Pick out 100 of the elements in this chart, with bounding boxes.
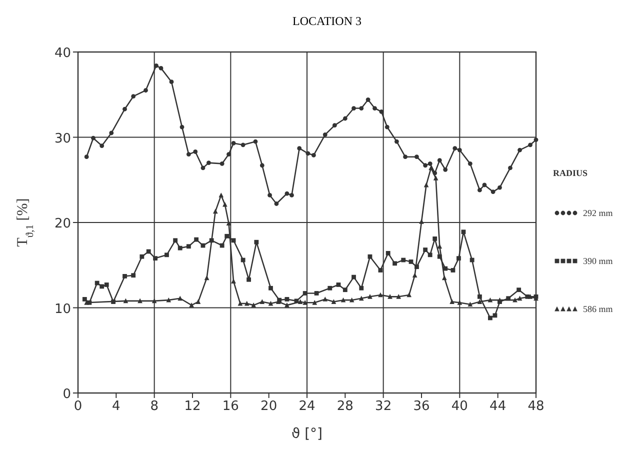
point: [470, 258, 474, 262]
point: [328, 286, 332, 290]
point: [442, 275, 447, 280]
point: [194, 237, 199, 242]
point: [312, 300, 318, 305]
point: [352, 274, 356, 280]
point: [342, 288, 348, 292]
point: [394, 139, 399, 144]
point: [528, 142, 532, 148]
point: [366, 98, 370, 102]
point: [423, 248, 428, 252]
point: [260, 299, 265, 304]
point: [478, 188, 482, 192]
point: [468, 161, 472, 166]
point: [492, 313, 498, 318]
point: [358, 296, 364, 301]
point: [306, 151, 310, 156]
point: [186, 152, 191, 156]
point: [388, 294, 392, 299]
legend-label: 292 mm: [583, 208, 613, 218]
y-tick-label: 40: [54, 46, 71, 61]
point: [253, 139, 258, 144]
point: [284, 297, 290, 302]
point: [406, 292, 412, 298]
point: [332, 123, 337, 128]
x-tick-label: 24: [298, 399, 316, 414]
point: [401, 258, 406, 262]
point: [189, 302, 194, 308]
x-tick-label: 0: [74, 399, 82, 414]
point: [528, 294, 533, 299]
point: [284, 302, 290, 308]
point: [240, 142, 246, 148]
point: [322, 296, 328, 302]
point: [152, 298, 157, 304]
point: [359, 286, 364, 290]
x-tick-label: 16: [222, 399, 239, 414]
x-tick-label: 28: [336, 399, 354, 414]
x-tick-label: 4: [112, 399, 120, 414]
point: [331, 299, 336, 304]
point: [359, 106, 364, 110]
point: [173, 238, 178, 243]
point: [82, 297, 87, 302]
point: [379, 109, 384, 114]
point: [414, 154, 419, 160]
point: [378, 268, 383, 272]
point: [104, 282, 109, 287]
point: [468, 302, 473, 307]
point: [488, 316, 492, 320]
point: [516, 288, 522, 292]
point: [158, 66, 164, 70]
point: [433, 176, 438, 180]
point: [518, 148, 522, 152]
point: [166, 297, 172, 302]
point: [477, 299, 482, 304]
point: [122, 274, 127, 278]
point: [212, 208, 218, 214]
point: [428, 161, 432, 166]
point: [517, 296, 522, 301]
point: [428, 252, 432, 258]
point: [378, 292, 383, 298]
point: [268, 193, 272, 198]
point: [131, 94, 136, 99]
point: [231, 238, 236, 243]
point: [140, 254, 144, 259]
x-tick-label: 20: [260, 399, 278, 414]
x-tick-label: 36: [413, 399, 430, 414]
point: [498, 185, 502, 190]
point: [169, 80, 174, 84]
point: [290, 193, 294, 198]
point: [196, 299, 201, 304]
point: [372, 106, 377, 110]
point: [336, 282, 341, 287]
point: [254, 240, 259, 244]
x-tick-label: 12: [184, 399, 201, 414]
point: [131, 273, 136, 278]
y-tick-label: 30: [54, 131, 71, 146]
point: [200, 166, 206, 170]
y-tick-label: 10: [54, 302, 71, 317]
point: [144, 88, 148, 93]
point: [260, 163, 264, 168]
x-tick-label: 48: [528, 399, 544, 414]
point: [450, 268, 456, 272]
point: [490, 190, 496, 194]
point: [342, 116, 348, 121]
chart-title: LOCATION 3: [292, 14, 362, 28]
x-tick-label: 8: [150, 399, 158, 414]
point: [222, 202, 228, 207]
point: [164, 252, 169, 258]
point: [437, 158, 442, 162]
point: [100, 144, 104, 148]
point: [122, 106, 127, 112]
x-tick-label: 32: [375, 399, 392, 414]
point: [403, 154, 408, 160]
legend-label: 390 mm: [583, 256, 613, 266]
point: [244, 300, 250, 306]
legend-title: RADIUS: [553, 168, 588, 178]
point: [352, 106, 356, 110]
point: [298, 299, 303, 304]
point: [457, 148, 462, 152]
point: [206, 160, 211, 166]
